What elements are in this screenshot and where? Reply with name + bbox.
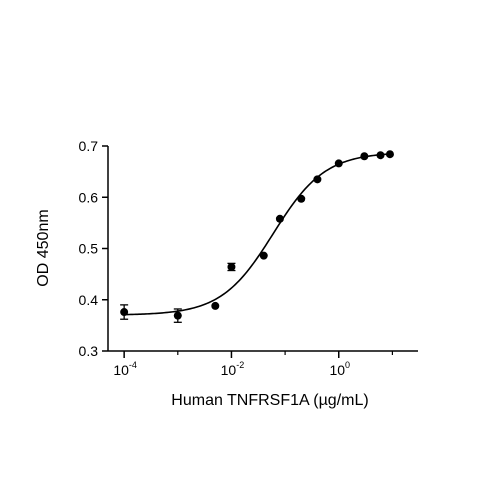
data-point (259, 251, 268, 260)
x-axis-title: Human TNFRSF1A (µg/mL) (171, 392, 368, 409)
fit-curve (124, 153, 391, 316)
data-point (313, 175, 322, 184)
data-point (120, 308, 129, 317)
data-point (227, 262, 236, 271)
x-tick-exponent: -4 (129, 360, 137, 370)
x-tick-base: 10 (329, 362, 345, 378)
x-tick-label: 100 (329, 360, 350, 378)
data-point (275, 214, 284, 223)
x-tick-base: 10 (113, 362, 129, 378)
y-tick-label: 0.5 (79, 241, 99, 257)
data-point (360, 152, 369, 161)
x-tick-label: 10-4 (113, 360, 137, 378)
x-tick-label: 10-2 (221, 360, 245, 378)
data-point (173, 311, 182, 320)
x-tick-base: 10 (221, 362, 237, 378)
data-point (211, 301, 220, 310)
y-axis-title: OD 450nm (35, 209, 52, 286)
y-tick-label: 0.4 (79, 292, 99, 308)
x-tick-exponent: 0 (345, 360, 350, 370)
data-point (376, 151, 385, 160)
x-tick-exponent: -2 (236, 360, 244, 370)
data-point (385, 150, 394, 159)
data-point (297, 194, 306, 203)
y-tick-label: 0.3 (79, 343, 99, 359)
y-tick-label: 0.6 (79, 189, 99, 205)
y-tick-label: 0.7 (79, 138, 99, 154)
data-point (334, 159, 343, 168)
